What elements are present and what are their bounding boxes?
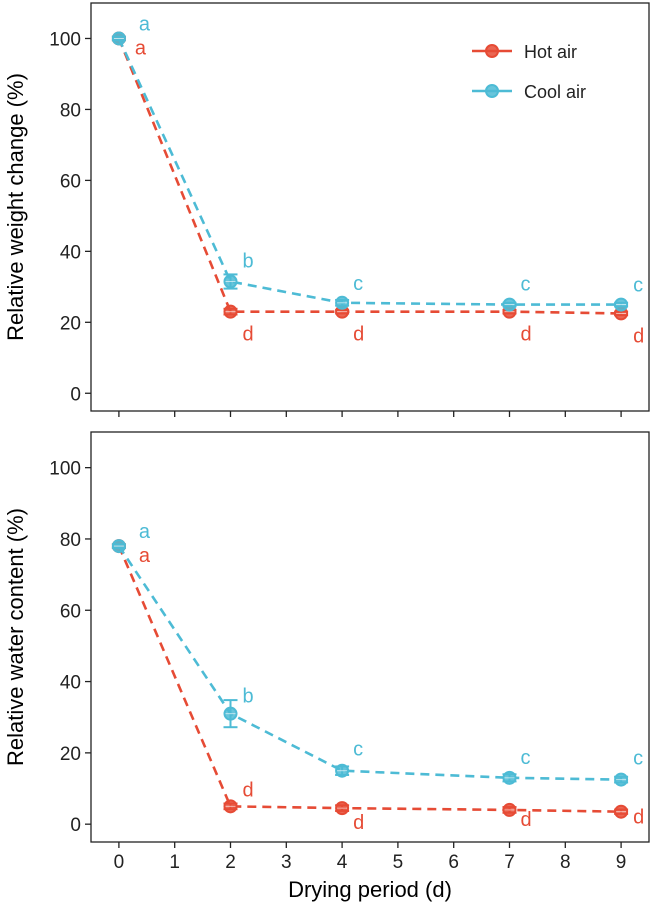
x-tick-label: 0 xyxy=(114,852,125,873)
x-tick-label: 7 xyxy=(504,852,515,873)
significance-label: d xyxy=(243,779,254,801)
significance-label: c xyxy=(521,274,531,296)
significance-label: c xyxy=(353,273,363,295)
y-tick-label: 60 xyxy=(60,171,81,192)
y-tick-label: 40 xyxy=(60,242,81,263)
x-tick-label: 4 xyxy=(337,852,348,873)
y-axis-title: Relative weight change (%) xyxy=(3,73,28,341)
significance-label: a xyxy=(139,521,151,543)
legend-marker xyxy=(485,44,499,58)
legend-label: Cool air xyxy=(524,82,586,102)
x-tick-label: 6 xyxy=(448,852,459,873)
y-tick-label: 80 xyxy=(60,530,81,551)
significance-label: c xyxy=(353,739,363,761)
significance-label: c xyxy=(633,748,643,770)
series-line xyxy=(117,545,622,781)
panel-relative-water-content: 0 20 40 60 80 100 Relative water content (%) a d… xyxy=(3,431,650,848)
significance-label: d xyxy=(633,807,644,829)
x-tick-label: 3 xyxy=(281,852,292,873)
y-tick-label: 100 xyxy=(49,29,81,50)
significance-label: d xyxy=(353,324,364,346)
y-tick-label: 0 xyxy=(70,815,81,836)
x-tick-label: 9 xyxy=(616,852,627,873)
y-tick-label: 20 xyxy=(60,313,81,334)
legend-label: Hot air xyxy=(524,42,577,62)
plot-frame xyxy=(90,2,650,412)
panel-relative-weight-change: 0 20 40 60 80 100 Relative weight change (%) a d… xyxy=(3,2,650,417)
x-tick-label: 2 xyxy=(225,852,236,873)
series-hot-air: a d d d d xyxy=(111,539,644,834)
y-tick-label: 20 xyxy=(60,744,81,765)
series-line xyxy=(117,37,622,315)
y-tick-label: 80 xyxy=(60,100,81,121)
significance-label: a xyxy=(139,545,151,567)
significance-label: d xyxy=(521,809,532,831)
y-tick-label: 60 xyxy=(60,601,81,622)
legend-marker xyxy=(485,84,499,98)
plot-frame xyxy=(90,431,650,843)
x-tick-label: 8 xyxy=(560,852,571,873)
significance-label: c xyxy=(633,275,643,297)
significance-label: d xyxy=(243,324,254,346)
significance-label: a xyxy=(139,13,151,35)
significance-label: d xyxy=(633,325,644,347)
y-tick-label: 0 xyxy=(70,384,81,405)
significance-label: a xyxy=(135,37,147,59)
significance-label: b xyxy=(243,686,254,708)
y-tick-label: 100 xyxy=(49,459,81,480)
series-hot-air: a d d d d xyxy=(111,31,644,347)
significance-label: d xyxy=(521,324,532,346)
y-tick-label: 40 xyxy=(60,673,81,694)
series-cool-air: a b c c c xyxy=(111,521,643,787)
x-axis-title: Drying period (d) xyxy=(288,877,452,902)
y-axis-title: Relative water content (%) xyxy=(3,508,28,766)
series-line xyxy=(117,545,622,813)
significance-label: b xyxy=(243,251,254,273)
x-axis: 0 1 2 3 4 5 6 7 8 9 xyxy=(114,852,627,873)
x-tick-label: 5 xyxy=(393,852,404,873)
legend-item-cool-air: Cool air xyxy=(472,82,586,102)
legend-item-hot-air: Hot air xyxy=(472,42,577,62)
x-tick-label: 1 xyxy=(169,852,180,873)
series-cool-air: a b c c c xyxy=(111,13,643,312)
legend: Hot air Cool air xyxy=(472,42,586,102)
significance-label: d xyxy=(353,812,364,834)
significance-label: c xyxy=(521,747,531,769)
series-line xyxy=(117,37,622,306)
